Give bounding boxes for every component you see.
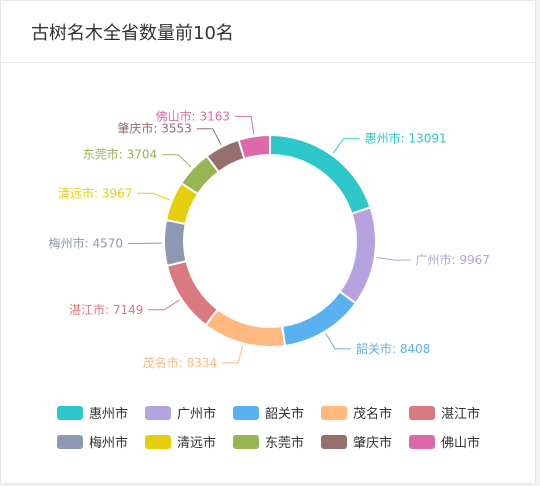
slice-5-leader-line [148, 299, 180, 311]
legend-item-10[interactable]: 佛山市 [409, 435, 480, 451]
legend-label: 清远市 [177, 435, 216, 451]
legend-swatch [321, 406, 347, 420]
legend-swatch [233, 406, 259, 420]
card-header: 古树名木全省数量前10名 [1, 1, 535, 63]
legend-item-3[interactable]: 韶关市 [233, 406, 304, 422]
legend-label: 梅州市 [89, 435, 128, 451]
slice-8-leader-line [162, 154, 192, 168]
legend-item-2[interactable]: 广州市 [145, 406, 216, 422]
slice-7-data-label: 清远市: 3967 [58, 185, 132, 200]
slice-6-arc[interactable] [163, 218, 188, 268]
legend-item-5[interactable]: 湛江市 [409, 406, 480, 422]
legend-swatch [145, 435, 171, 449]
legend-item-9[interactable]: 肇庆市 [321, 435, 392, 451]
slice-4-arc[interactable] [204, 307, 287, 348]
slice-10-arc[interactable] [237, 133, 271, 161]
slice-2-data-label: 广州市: 9967 [416, 252, 490, 267]
legend-swatch [145, 406, 171, 420]
legend-swatch [409, 435, 435, 449]
legend-swatch [233, 435, 259, 449]
slice-9-data-label: 肇庆市: 3553 [117, 121, 191, 136]
slice-3-data-label: 韶关市: 8408 [356, 341, 430, 356]
slice-5-data-label: 湛江市: 7149 [69, 302, 143, 317]
slice-5-arc[interactable] [165, 259, 220, 327]
slice-2-arc[interactable] [338, 206, 377, 305]
slice-3-leader-line [325, 333, 352, 350]
slice-6-data-label: 梅州市: 4570 [49, 235, 123, 250]
legend-item-1[interactable]: 惠州市 [57, 406, 128, 422]
slice-1-leader-line [332, 138, 360, 154]
slice-10-data-label: 佛山市: 3163 [156, 108, 230, 123]
legend-label: 惠州市 [89, 406, 128, 422]
legend-label: 广州市 [177, 406, 216, 422]
slice-3-arc[interactable] [281, 290, 358, 348]
label-leaders [128, 115, 411, 364]
legend-item-8[interactable]: 东莞市 [233, 435, 304, 451]
slice-4-data-label: 茂名市: 8334 [143, 355, 217, 370]
legend-label: 肇庆市 [353, 435, 392, 451]
legend-item-4[interactable]: 茂名市 [321, 406, 392, 422]
slice-7-leader-line [137, 192, 171, 201]
slice-labels: 惠州市: 13091 广州市: 9967 韶关市: 8408 茂名市: 8334 湛江市… [49, 108, 490, 369]
legend-label: 佛山市 [441, 435, 480, 451]
legend-item-6[interactable]: 梅州市 [57, 435, 128, 451]
legend-swatch [409, 406, 435, 420]
slice-8-data-label: 东莞市: 3704 [83, 147, 157, 162]
slice-10-leader-line [235, 115, 255, 135]
legend-swatch [57, 406, 83, 420]
legend-item-7[interactable]: 清远市 [145, 435, 216, 451]
slice-4-leader-line [222, 345, 244, 364]
slice-1-arc[interactable] [269, 133, 372, 215]
donut-chart: 惠州市: 13091 广州市: 9967 韶关市: 8408 茂名市: 8334 湛江市… [49, 108, 490, 451]
legend-swatch [321, 435, 347, 449]
slice-9-leader-line [196, 128, 222, 145]
legend-label: 茂名市 [353, 406, 392, 422]
slice-1-data-label: 惠州市: 13091 [365, 131, 447, 146]
legend-swatch [57, 435, 83, 449]
legend-label: 东莞市 [265, 435, 304, 451]
legend-label: 韶关市 [265, 406, 304, 422]
chart-title: 古树名木全省数量前10名 [31, 22, 234, 44]
donut-slices [163, 133, 377, 348]
legend-label: 湛江市 [441, 406, 480, 422]
slice-2-leader-line [376, 256, 411, 261]
